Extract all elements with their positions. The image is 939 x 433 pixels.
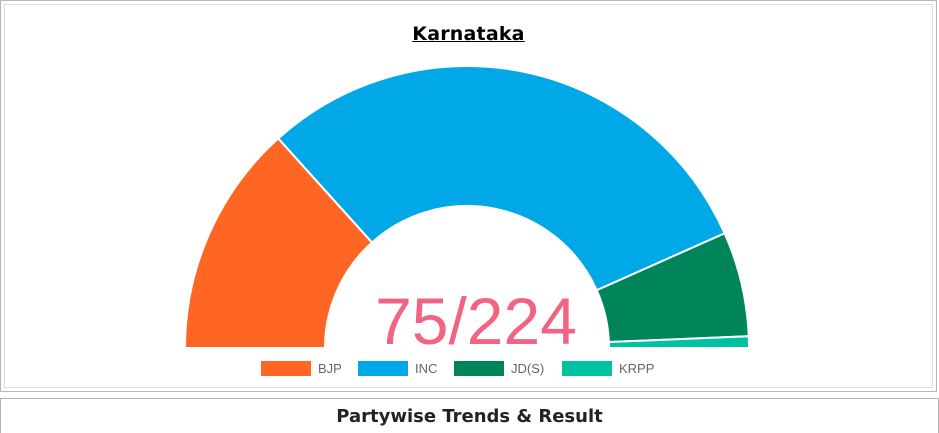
chart-panel: 75/224 BJP INC JD(S) KRPP Karnataka: [0, 0, 937, 392]
legend-label: BJP: [318, 361, 342, 376]
legend-label: INC: [415, 361, 437, 376]
legend-swatch: [562, 361, 612, 376]
slice-krpp[interactable]: [607, 335, 751, 349]
legend-label: KRPP: [619, 361, 654, 376]
chart-slices: [183, 65, 751, 349]
legend-item-bjp[interactable]: BJP: [261, 361, 342, 376]
chart-title: Karnataka: [412, 23, 525, 45]
legend-swatch: [454, 361, 504, 376]
section-header: Partywise Trends & Result: [0, 398, 939, 433]
legend-item-krpp[interactable]: KRPP: [562, 361, 654, 376]
chart-area: [4, 4, 933, 388]
center-seat-count: 75/224: [375, 284, 577, 358]
legend-item-jd-s[interactable]: JD(S): [454, 361, 544, 376]
chart-legend: BJP INC JD(S) KRPP: [261, 361, 654, 376]
legend-swatch: [261, 361, 311, 376]
legend-swatch: [358, 361, 408, 376]
legend-label: JD(S): [511, 361, 544, 376]
section-title: Partywise Trends & Result: [336, 406, 603, 427]
slice-inc[interactable]: [276, 65, 726, 292]
legend-item-inc[interactable]: INC: [358, 361, 437, 376]
semi-donut-chart: 75/224 BJP INC JD(S) KRPP: [183, 65, 751, 376]
